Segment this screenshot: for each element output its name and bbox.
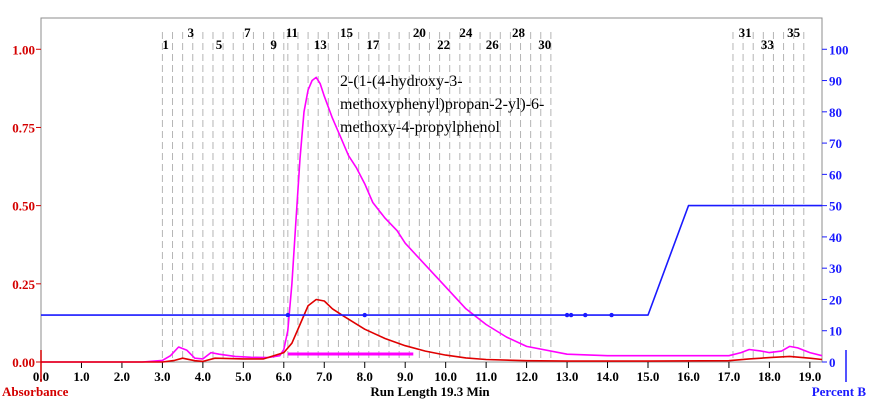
- fraction-label: 15: [340, 25, 354, 40]
- right-tick-label: 50: [829, 199, 842, 214]
- compound-annotation: 2-(1-(4-hydroxy-3- methoxyphenyl)propan-2…: [340, 73, 544, 136]
- x-tick-label: 17.0: [718, 369, 741, 384]
- fraction-label: 7: [244, 25, 251, 40]
- x-tick-label: 15.0: [637, 369, 660, 384]
- right-tick-label: 80: [829, 105, 842, 120]
- gradient-marker: [362, 312, 367, 318]
- left-axis-title: Absorbance: [2, 384, 69, 399]
- x-tick-label: 11.0: [475, 369, 497, 384]
- fraction-label: 30: [538, 37, 551, 52]
- x-tick-label: 8.0: [357, 369, 373, 384]
- fraction-label: 1: [162, 37, 169, 52]
- x-tick-label: 16.0: [677, 369, 700, 384]
- red-trace-line: [41, 298, 823, 363]
- fraction-label: 26: [486, 37, 500, 52]
- gradient-marker: [609, 312, 614, 318]
- right-tick-label: 0: [829, 355, 836, 370]
- annotation-line: 2-(1-(4-hydroxy-3-: [340, 73, 463, 90]
- fraction-label: 28: [512, 25, 526, 40]
- fraction-label: 22: [437, 37, 450, 52]
- x-tick-label: 6.0: [276, 369, 292, 384]
- left-tick-label: 0.50: [12, 199, 35, 214]
- annotation-line: methoxyphenyl)propan-2-yl)-6-: [340, 96, 544, 113]
- x-tick-label: 13.0: [556, 369, 579, 384]
- fraction-label: 5: [216, 37, 223, 52]
- fraction-label: 3: [187, 25, 194, 40]
- fraction-label: 31: [739, 25, 752, 40]
- right-axis-title: Percent B: [812, 384, 867, 399]
- fraction-label: 35: [787, 25, 801, 40]
- x-tick-label: 14.0: [596, 369, 619, 384]
- left-tick-label: 0.25: [12, 277, 35, 292]
- x-tick-label: 1.0: [73, 369, 89, 384]
- right-tick-label: 40: [829, 230, 842, 245]
- fraction-label: 33: [761, 37, 775, 52]
- fraction-label: 20: [413, 25, 426, 40]
- fraction-label: 11: [286, 25, 298, 40]
- x-tick-label: 12.0: [515, 369, 538, 384]
- right-tick-label: 100: [829, 42, 849, 57]
- x-tick-label: 3.0: [154, 369, 170, 384]
- left-axis-ticks: 0.00 0.25 0.50 0.75 1.00: [12, 42, 41, 370]
- right-tick-label: 10: [829, 324, 842, 339]
- gradient-marker: [564, 312, 570, 318]
- series-layer: [41, 76, 823, 363]
- fraction-label: 17: [366, 37, 380, 52]
- x-tick-label: 2.0: [114, 369, 130, 384]
- right-tick-label: 20: [829, 292, 842, 307]
- right-tick-label: 70: [829, 136, 842, 151]
- x-tick-label: 9.0: [397, 369, 413, 384]
- left-tick-label: 1.00: [12, 42, 35, 57]
- x-tick-label: 18.0: [758, 369, 781, 384]
- right-tick-label: 90: [829, 74, 842, 89]
- x-axis-title: Run Length 19.3 Min: [370, 384, 490, 399]
- x-tick-label: 19.0: [798, 369, 821, 384]
- x-tick-label: 5.0: [235, 369, 251, 384]
- annotation-line: methoxy-4-propylphenol: [340, 119, 501, 136]
- magenta-trace-line: [41, 76, 823, 363]
- left-tick-label: 0.75: [12, 120, 35, 135]
- plot-frame: [40, 17, 823, 363]
- x-axis-ticks: 0.0 1.0 2.0 3.0 4.0 5.0 6.0 7.0 8.0 9.0 10.0 11.0 12…: [33, 362, 821, 384]
- fraction-label: 24: [459, 25, 473, 40]
- x-tick-label: 10.0: [434, 369, 457, 384]
- x-tick-label: 4.0: [195, 369, 211, 384]
- gradient-marker: [583, 312, 588, 318]
- right-tick-label: 30: [829, 261, 842, 276]
- percent-b-gradient-line: [41, 204, 822, 316]
- right-tick-label: 60: [829, 167, 842, 182]
- fraction-label: 9: [270, 37, 277, 52]
- gradient-marker: [285, 312, 291, 318]
- left-tick-label: 0.00: [12, 355, 35, 370]
- fraction-lines: [161, 32, 805, 362]
- fraction-label: 13: [314, 37, 328, 52]
- right-axis-ticks: 0 10 20 30 40 50 60 70 80 90 100: [822, 42, 849, 370]
- x-tick-label: 7.0: [316, 369, 332, 384]
- gradient-marker: [568, 312, 574, 318]
